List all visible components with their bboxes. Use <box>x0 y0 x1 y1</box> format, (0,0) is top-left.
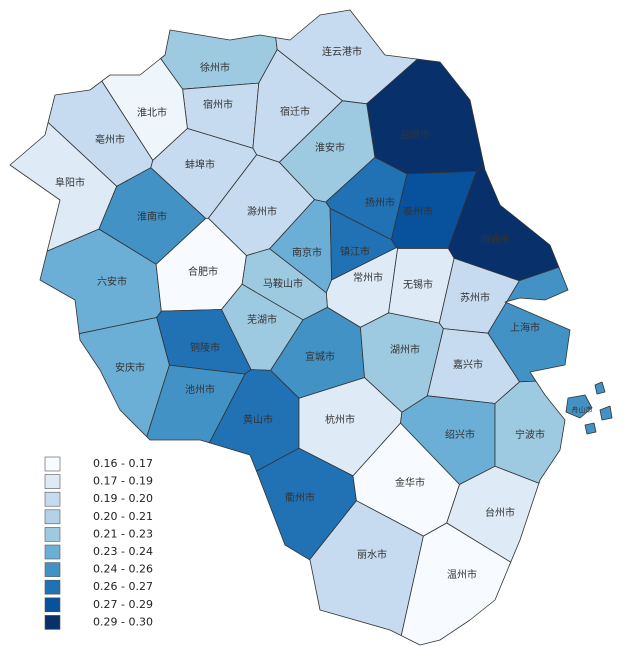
region-label: 绍兴市 <box>445 428 475 441</box>
region-label: 安庆市 <box>115 361 145 374</box>
region-label: 宁波市 <box>515 428 545 441</box>
legend-label: 0.24 - 0.26 <box>93 563 153 576</box>
region-label: 嘉兴市 <box>453 358 483 371</box>
region-label: 连云港市 <box>322 45 362 58</box>
region-label: 衢州市 <box>285 491 315 504</box>
legend-swatch <box>44 456 61 472</box>
region-label: 芜湖市 <box>247 313 277 326</box>
region-label: 湖州市 <box>390 343 420 356</box>
region-shape <box>494 380 566 484</box>
region-shape <box>584 422 597 435</box>
legend: 0.16 - 0.17 0.17 - 0.19 0.19 - 0.20 0.20 - … <box>44 456 153 630</box>
region-shape <box>565 394 593 419</box>
region-shape <box>400 522 512 646</box>
legend-swatch <box>44 544 61 560</box>
region-label: 杭州市 <box>325 413 355 426</box>
legend-label: 0.21 - 0.23 <box>93 527 153 540</box>
region-label: 温州市 <box>447 568 477 581</box>
region-label: 蚌埠市 <box>185 158 215 171</box>
legend-label: 0.27 - 0.29 <box>93 598 153 611</box>
region-label: 合肥市 <box>188 265 218 278</box>
region-label: 盐城市 <box>400 128 430 141</box>
region-label: 铜陵市 <box>190 341 220 354</box>
region-label: 黄山市 <box>243 413 273 426</box>
legend-swatch <box>44 509 61 525</box>
region-label: 苏州市 <box>460 291 490 304</box>
region-shape <box>160 29 278 90</box>
region-shape <box>78 317 170 438</box>
legend-swatch <box>44 474 61 489</box>
region-label: 徐州市 <box>200 61 230 74</box>
region-shape <box>599 405 613 421</box>
region-label: 金华市 <box>395 476 425 489</box>
legend-label: 0.26 - 0.27 <box>93 580 153 593</box>
region-label: 六安市 <box>97 275 127 288</box>
legend-swatch <box>44 597 61 613</box>
region-label: 舟山市 <box>572 405 593 414</box>
region-label: 宿州市 <box>203 98 233 111</box>
region-label: 宿迁市 <box>280 105 310 118</box>
legend-label: 0.29 - 0.30 <box>93 615 153 628</box>
legend-swatch <box>44 579 61 595</box>
region-label: 南通市 <box>480 233 510 246</box>
legend-label: 0.23 - 0.24 <box>93 545 153 558</box>
legend-swatch <box>44 491 61 507</box>
region-label: 丽水市 <box>357 548 387 561</box>
region-label: 亳州市 <box>95 133 125 146</box>
legend-label: 0.20 - 0.21 <box>93 510 153 523</box>
legend-label: 0.17 - 0.19 <box>93 475 153 488</box>
region-label: 扬州市 <box>365 196 395 209</box>
region-label: 马鞍山市 <box>263 277 303 290</box>
legend-label: 0.16 - 0.17 <box>93 457 153 470</box>
region-label: 无锡市 <box>403 278 433 291</box>
region-label: 阜阳市 <box>55 176 85 189</box>
legend-swatch <box>44 562 61 577</box>
legend-swatch <box>44 527 61 542</box>
region-label: 常州市 <box>353 271 383 284</box>
region-shape <box>594 381 606 395</box>
region-label: 镇江市 <box>340 245 370 258</box>
region-label: 泰州市 <box>403 205 433 218</box>
region-label: 宣城市 <box>305 350 335 363</box>
regions <box>9 9 613 646</box>
region-label: 上海市 <box>510 321 540 334</box>
region-label: 淮南市 <box>137 210 167 223</box>
region-label: 台州市 <box>485 506 515 519</box>
region-shape <box>309 500 424 636</box>
region-label: 滁州市 <box>247 205 277 218</box>
region-label: 南京市 <box>292 246 322 259</box>
region-label: 淮安市 <box>315 141 345 154</box>
legend-swatch <box>44 615 61 630</box>
legend-label: 0.19 - 0.20 <box>93 492 153 505</box>
region-label: 淮北市 <box>137 106 167 119</box>
region-label: 池州市 <box>185 383 215 396</box>
